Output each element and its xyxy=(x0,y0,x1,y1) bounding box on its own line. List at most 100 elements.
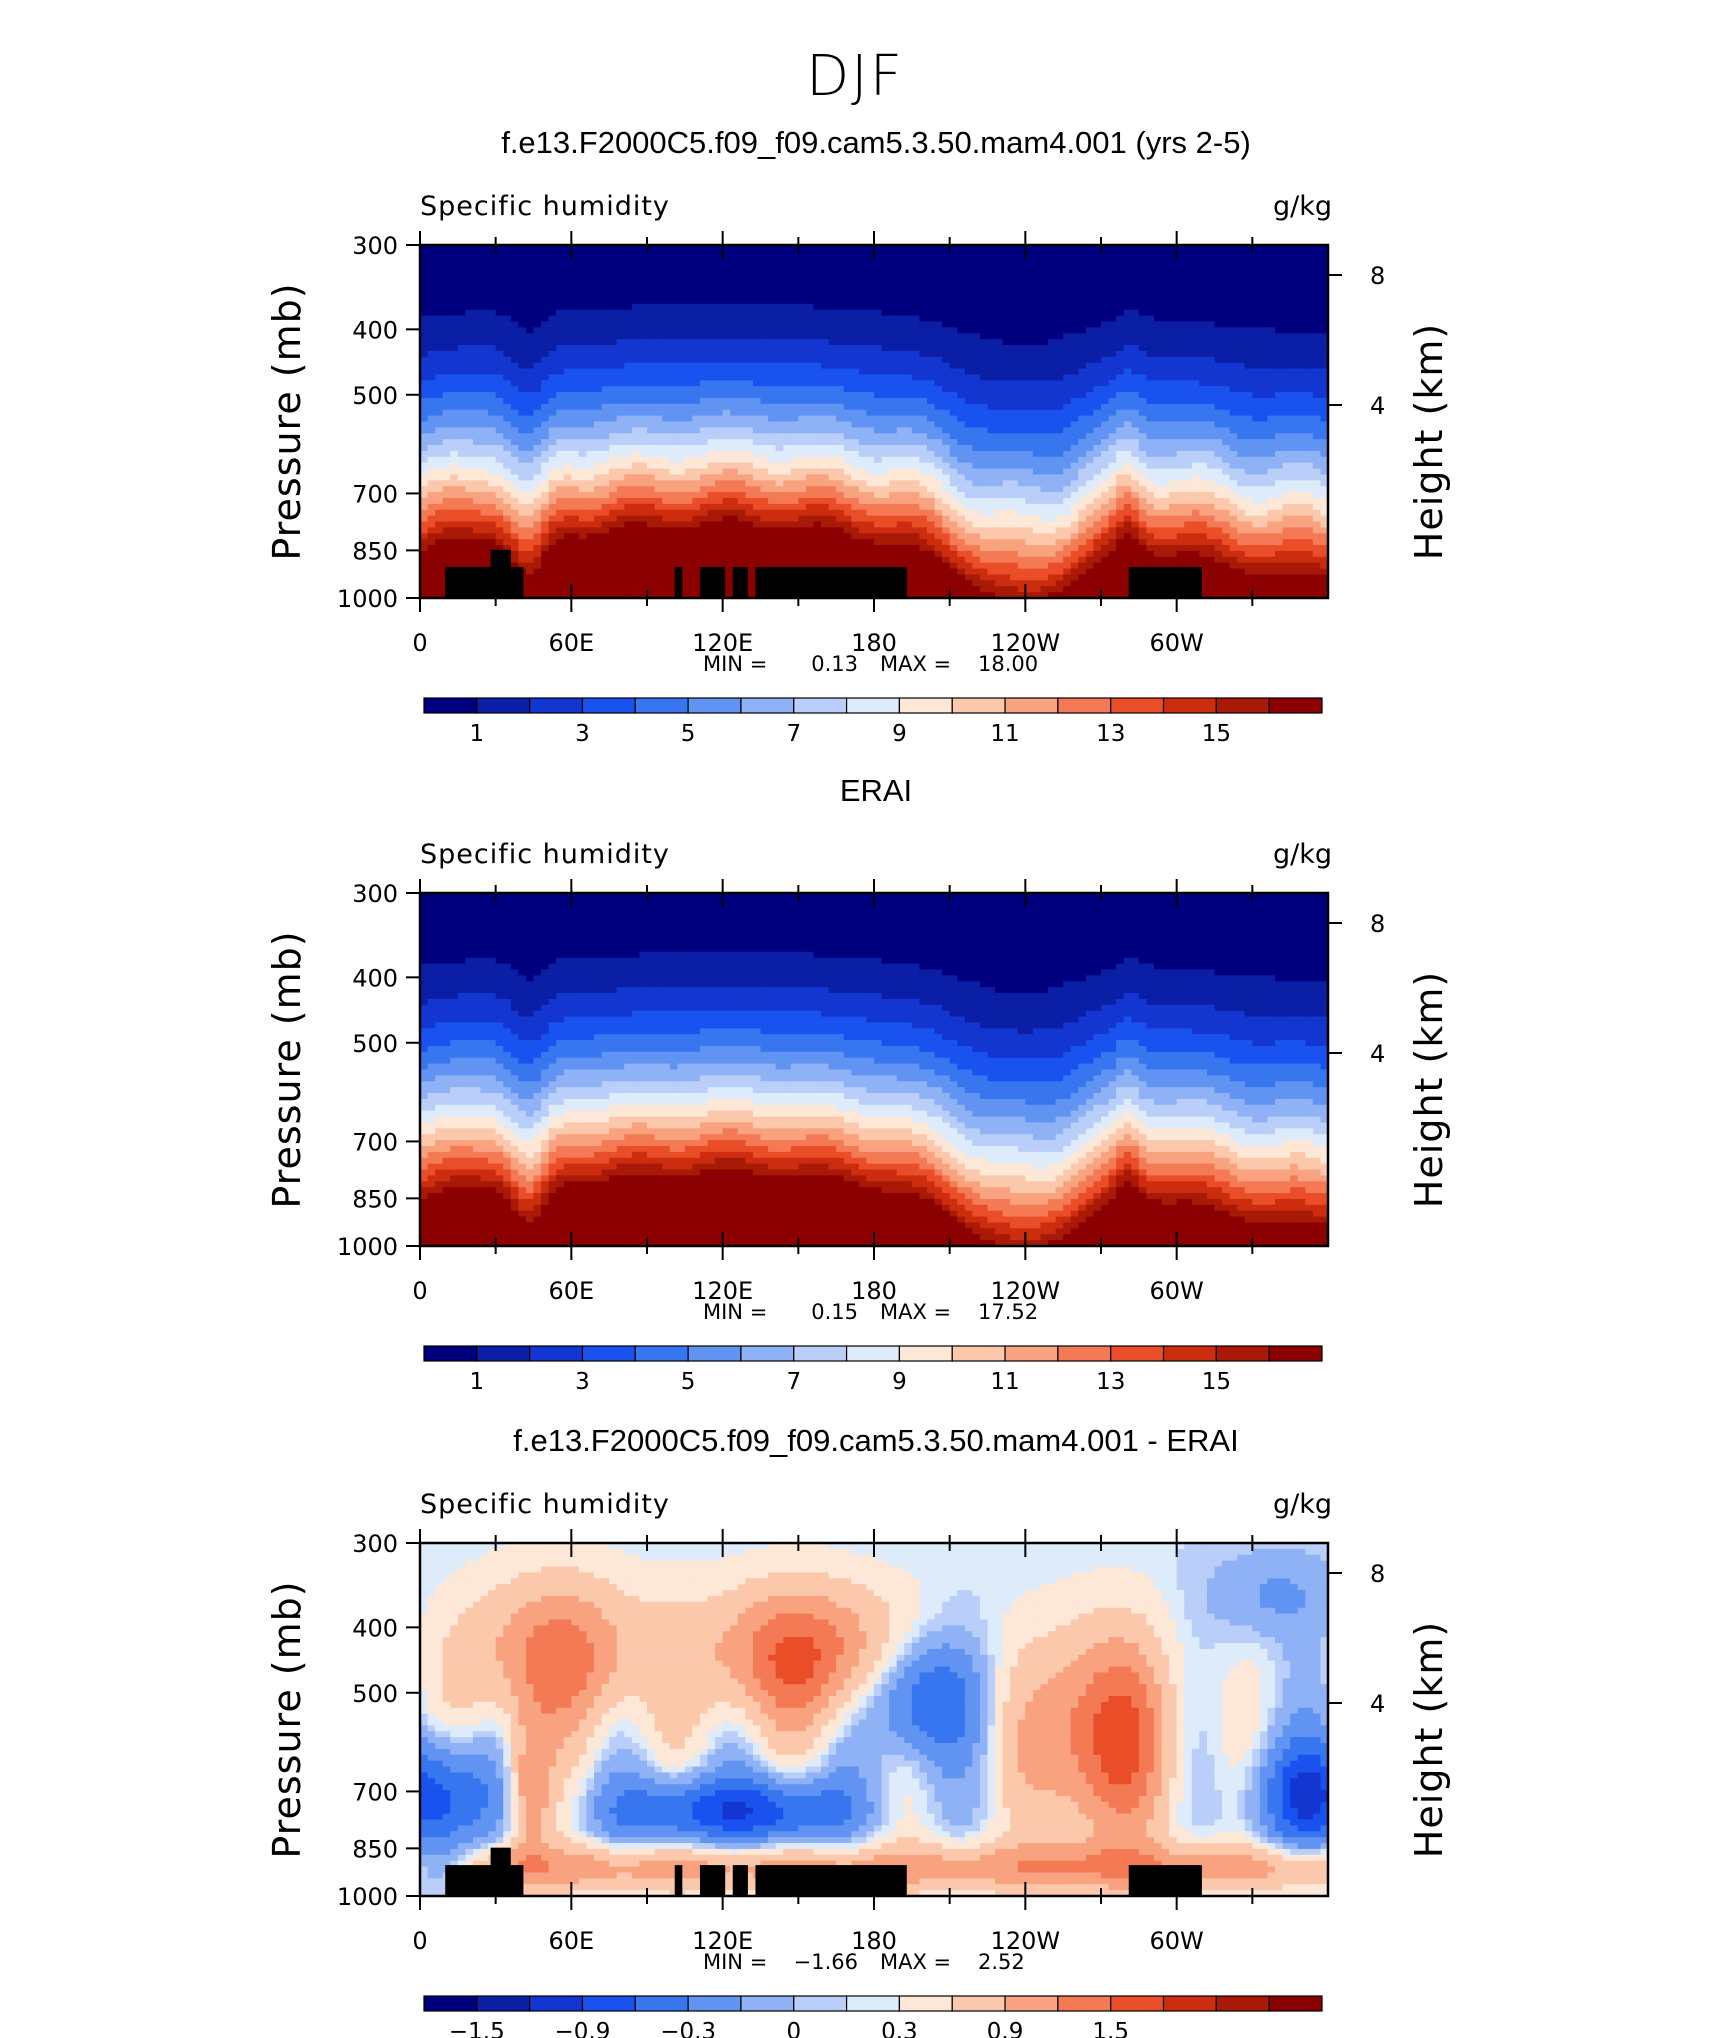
field-cell xyxy=(979,403,989,411)
field-cell xyxy=(510,403,519,411)
field-cell xyxy=(495,339,504,346)
field-cell xyxy=(972,286,981,293)
field-cell xyxy=(669,339,678,346)
field-cell xyxy=(1123,380,1132,387)
field-cell xyxy=(1199,386,1208,393)
field-cell xyxy=(790,439,799,446)
field-cell xyxy=(1101,315,1110,323)
field-cell xyxy=(442,245,451,252)
field-cell xyxy=(1055,368,1064,376)
field-cell xyxy=(420,333,429,340)
field-cell xyxy=(934,250,943,258)
field-cell xyxy=(1229,250,1238,258)
field-cell xyxy=(427,274,436,281)
field-cell xyxy=(457,245,466,252)
field-cell xyxy=(707,445,716,452)
field-cell xyxy=(472,462,482,470)
field-cell xyxy=(563,268,572,276)
field-cell xyxy=(851,468,860,476)
field-cell xyxy=(609,268,618,276)
field-cell xyxy=(1305,309,1314,317)
field-cell xyxy=(525,468,535,476)
field-cell xyxy=(571,297,580,305)
field-cell xyxy=(843,368,852,376)
field-cell xyxy=(1123,374,1132,381)
field-cell xyxy=(1116,480,1125,487)
field-cell xyxy=(1010,345,1019,352)
field-cell xyxy=(904,415,913,423)
field-cell xyxy=(836,292,845,299)
field-cell xyxy=(578,356,588,364)
field-cell xyxy=(1305,256,1314,264)
field-cell xyxy=(472,456,482,464)
field-cell xyxy=(1131,262,1140,270)
field-cell xyxy=(518,450,527,458)
field-cell xyxy=(548,297,557,305)
field-cell xyxy=(851,486,860,493)
field-cell xyxy=(586,374,595,381)
field-cell xyxy=(805,374,815,381)
field-cell xyxy=(866,368,875,376)
field-cell xyxy=(601,292,610,299)
field-cell xyxy=(465,286,474,293)
field-cell xyxy=(972,256,981,264)
field-cell xyxy=(420,362,429,370)
field-cell xyxy=(1259,462,1269,470)
field-cell xyxy=(1040,362,1049,370)
field-cell xyxy=(1191,286,1200,293)
field-cell xyxy=(1002,250,1011,258)
field-cell xyxy=(987,250,996,258)
field-cell xyxy=(821,397,830,405)
field-cell xyxy=(1206,339,1216,346)
field-cell xyxy=(631,327,641,334)
field-cell xyxy=(1169,386,1178,393)
field-cell xyxy=(1191,474,1200,481)
field-cell xyxy=(874,362,883,370)
field-cell xyxy=(692,468,701,476)
field-cell xyxy=(684,315,693,323)
field-cell xyxy=(805,415,815,423)
field-cell xyxy=(435,380,444,387)
field-cell xyxy=(631,362,641,370)
field-cell xyxy=(1063,397,1072,405)
field-cell xyxy=(533,345,542,352)
field-cell xyxy=(465,374,474,381)
field-cell xyxy=(548,368,557,376)
field-cell xyxy=(571,456,580,464)
field-cell xyxy=(457,309,466,317)
field-cell xyxy=(1123,327,1132,334)
field-cell xyxy=(1108,468,1117,476)
field-cell xyxy=(518,250,527,258)
field-cell xyxy=(1032,480,1042,487)
field-cell xyxy=(1222,262,1231,270)
field-cell xyxy=(1191,262,1200,270)
field-cell xyxy=(1320,397,1328,405)
field-cell xyxy=(480,409,489,417)
field-cell xyxy=(654,386,663,393)
field-cell xyxy=(525,374,535,381)
field-cell xyxy=(1032,439,1042,446)
field-cell xyxy=(805,345,815,352)
field-cell xyxy=(926,480,936,487)
field-cell xyxy=(624,468,633,476)
field-cell xyxy=(624,268,633,276)
field-cell xyxy=(594,439,603,446)
field-cell xyxy=(1010,286,1019,293)
field-cell xyxy=(616,421,625,428)
field-cell xyxy=(647,380,656,387)
field-cell xyxy=(556,480,565,487)
field-cell xyxy=(874,386,883,393)
field-cell xyxy=(934,368,943,376)
field-cell xyxy=(510,309,519,317)
field-cell xyxy=(942,280,951,287)
field-cell xyxy=(1017,274,1026,281)
field-cell xyxy=(1101,462,1110,470)
field-cell xyxy=(518,386,527,393)
field-cell xyxy=(1040,380,1049,387)
field-cell xyxy=(722,439,731,446)
field-cell xyxy=(874,421,883,428)
field-cell xyxy=(1290,415,1299,423)
field-cell xyxy=(541,250,550,258)
field-cell xyxy=(699,480,709,487)
field-cell xyxy=(1085,333,1095,340)
